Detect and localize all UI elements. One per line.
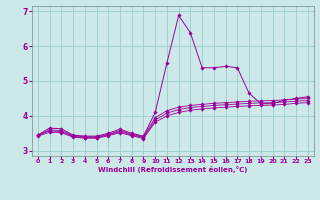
X-axis label: Windchill (Refroidissement éolien,°C): Windchill (Refroidissement éolien,°C) [98,166,247,173]
